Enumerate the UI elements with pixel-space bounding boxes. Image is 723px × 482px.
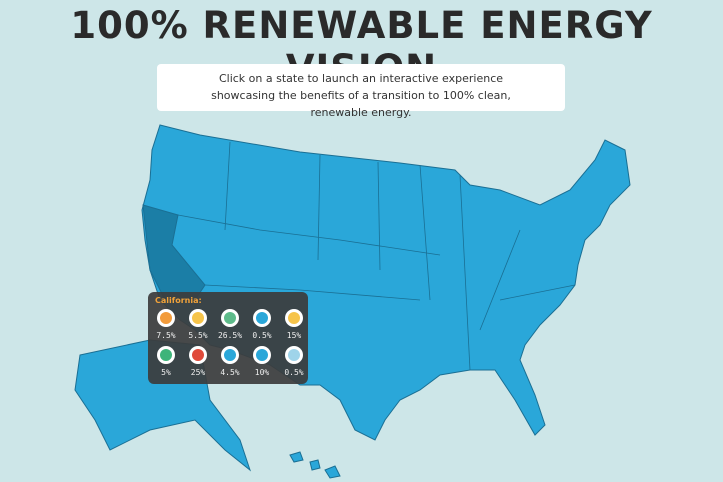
energy-share: 5% — [161, 368, 171, 377]
energy-share: 0.5% — [284, 368, 303, 377]
energy-icon-inner — [160, 312, 172, 324]
energy-icon-inner — [192, 312, 204, 324]
energy-icon-inner — [224, 349, 236, 361]
energy-share: 4.5% — [220, 368, 239, 377]
energy-icon-inner — [288, 312, 300, 324]
energy-share: 26.5% — [218, 331, 242, 340]
instructions: Click on a state to launch an interactiv… — [157, 64, 565, 119]
energy-icon-inner — [224, 312, 236, 324]
hawaii[interactable] — [289, 451, 341, 479]
energy-icon-inner — [192, 349, 204, 361]
continental-us[interactable] — [141, 124, 631, 441]
tooltip: California: 7.5% 5.5% 26.5% 0.5% 15% 5% 25% 4.5… — [148, 292, 308, 384]
energy-share: 5.5% — [188, 331, 207, 340]
tooltip-state: California: — [155, 296, 202, 305]
energy-share: 7.5% — [156, 331, 175, 340]
energy-icon-inner — [256, 312, 268, 324]
energy-icon-inner — [256, 349, 268, 361]
energy-icon-inner — [288, 349, 300, 361]
state-borders — [177, 141, 576, 371]
energy-share: 25% — [191, 368, 206, 377]
energy-share: 10% — [255, 368, 270, 377]
energy-share: 0.5% — [252, 331, 271, 340]
energy-share: 15% — [287, 331, 302, 340]
energy-icon-inner — [160, 349, 172, 361]
